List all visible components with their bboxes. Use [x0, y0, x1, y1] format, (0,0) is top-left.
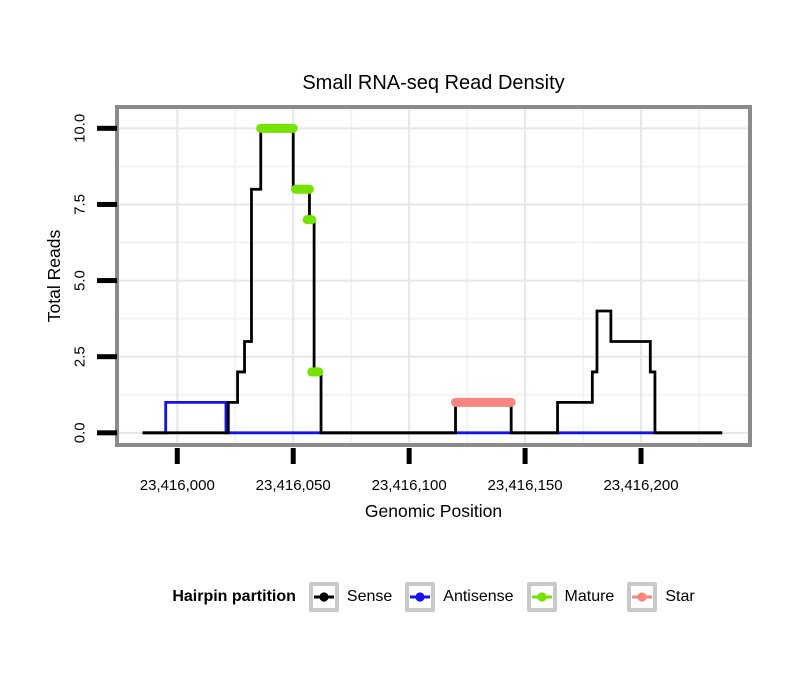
legend-key-antisense — [405, 582, 436, 612]
legend-key-dot — [319, 592, 329, 602]
x-tick-label: 23,416,000 — [140, 477, 215, 494]
y-axis-title: Total Reads — [44, 230, 64, 323]
legend-key-sense — [308, 582, 339, 612]
legend-key-glyph-icon — [410, 592, 431, 602]
x-tick-label: 23,416,200 — [603, 477, 678, 494]
legend-title: Hairpin partition — [172, 588, 296, 605]
y-tick-label: 7.5 — [72, 194, 89, 215]
y-tick-label: 5.0 — [72, 270, 89, 291]
axis-tick-y — [97, 354, 117, 360]
axis-tick-y — [97, 125, 117, 131]
legend-item-label: Antisense — [443, 588, 514, 605]
x-tick-label: 23,416,100 — [372, 477, 447, 494]
legend-item-mature: Mature — [526, 582, 615, 612]
x-tick-label: 23,416,150 — [488, 477, 563, 494]
legend-item-label: Mature — [564, 588, 615, 605]
axis-tick-x — [290, 448, 296, 464]
legend-key-glyph-icon — [313, 592, 334, 602]
axis-tick-y — [97, 278, 117, 284]
legend-item-antisense: Antisense — [405, 582, 514, 612]
legend-key-dot — [536, 592, 547, 602]
x-axis-title: Genomic Position — [365, 501, 502, 521]
panel-border — [115, 105, 752, 447]
legend-key-glyph-icon — [531, 592, 552, 602]
y-tick-label: 2.5 — [72, 346, 89, 367]
legend-key-star — [627, 582, 658, 612]
legend-item-star: Star — [627, 582, 695, 612]
y-tick-label: 10.0 — [72, 114, 89, 143]
panel-background — [117, 107, 750, 445]
axis-tick-x — [174, 448, 180, 464]
y-tick-label: 0.0 — [72, 422, 89, 443]
axis-tick-y — [97, 201, 117, 207]
legend: Hairpin partition Sense Antisense Mature St… — [117, 581, 750, 613]
plot-canvas: 23,416,000 23,416,050 23,416,100 23,416,150… — [44, 105, 752, 521]
legend-key-dot — [637, 592, 647, 602]
x-tick-label: 23,416,050 — [256, 477, 331, 494]
legend-key-glyph-icon — [632, 592, 653, 602]
legend-key-dot — [415, 592, 425, 602]
axis-tick-x — [406, 448, 412, 464]
legend-key-mature — [526, 582, 557, 612]
legend-item-label: Sense — [346, 588, 393, 605]
legend-item-sense: Sense — [308, 582, 393, 612]
axis-tick-x — [522, 448, 528, 464]
axis-tick-y — [97, 430, 117, 436]
axis-tick-x — [638, 448, 644, 464]
chart-title: Small RNA-seq Read Density — [302, 72, 565, 94]
series-sense-line — [142, 126, 723, 435]
legend-item-label: Star — [665, 588, 695, 605]
